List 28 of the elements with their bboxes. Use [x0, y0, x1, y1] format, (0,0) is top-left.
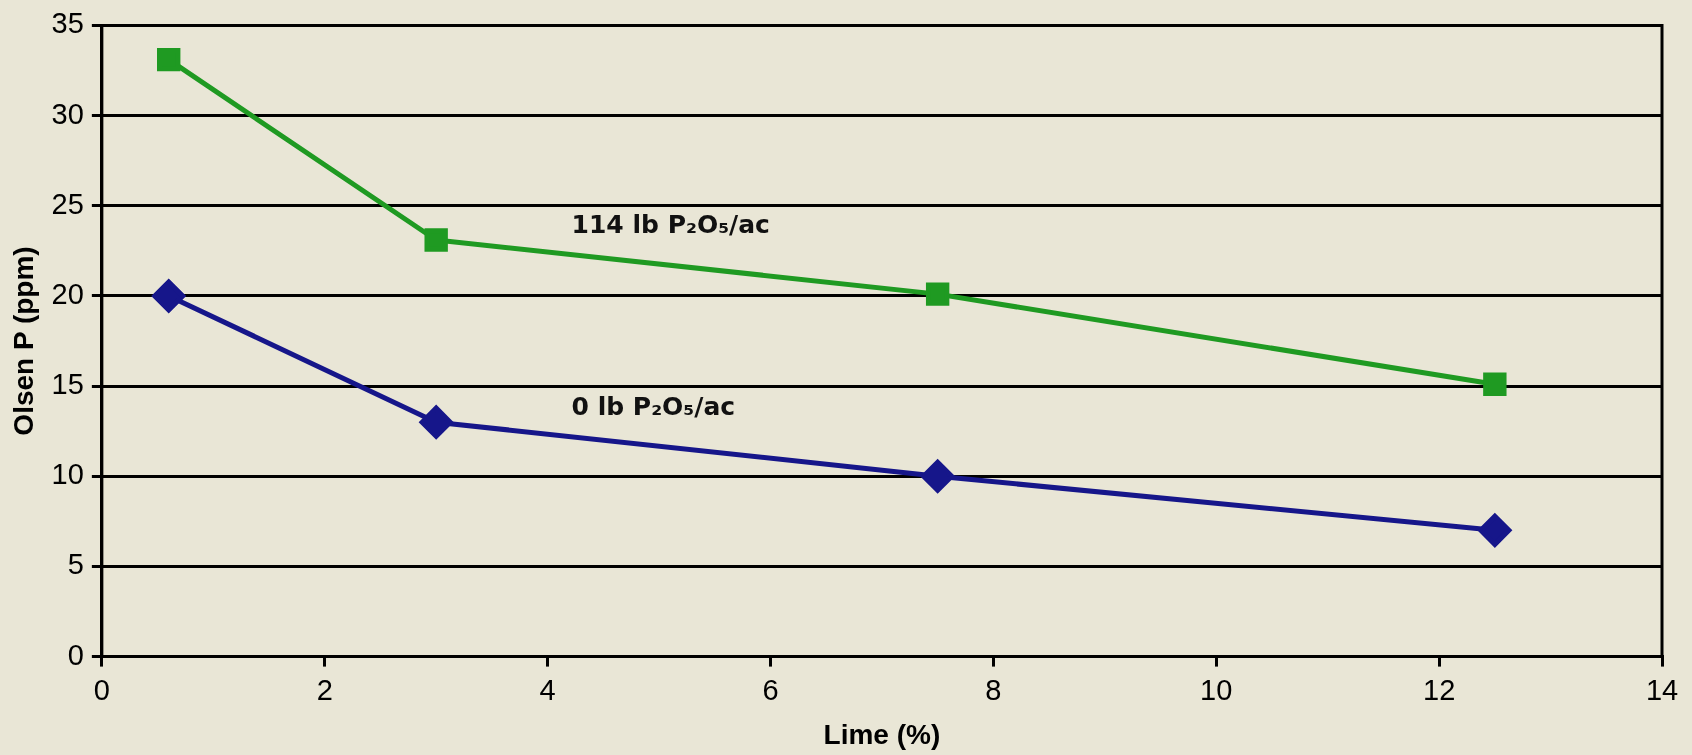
- y-tick-label: 0: [67, 638, 84, 671]
- y-tick-label: 5: [67, 548, 84, 581]
- y-tick-label: 30: [51, 97, 84, 130]
- series-label: 114 lb P₂O₅/ac: [571, 209, 770, 239]
- point: [152, 279, 186, 313]
- y-axis-title: Olsen P (ppm): [7, 246, 39, 436]
- point: [925, 282, 950, 306]
- x-tick-label: 0: [93, 674, 110, 706]
- y-tick-label: 20: [51, 277, 84, 310]
- point: [157, 47, 181, 72]
- x-tick-label: 12: [1422, 674, 1456, 706]
- point: [424, 228, 448, 252]
- x-tick-label: 8: [985, 674, 1002, 706]
- point: [419, 405, 453, 439]
- x-tick-label: 2: [316, 674, 333, 706]
- x-tick-label: 4: [539, 674, 556, 706]
- x-tick-label: 6: [762, 674, 779, 706]
- point: [1483, 372, 1507, 396]
- series-label: 0 lb P₂O₅/ac: [571, 391, 736, 421]
- y-tick-label: 25: [51, 187, 84, 220]
- y-tick-label: 10: [51, 458, 84, 491]
- x-tick-label: 14: [1645, 674, 1679, 706]
- point: [1478, 513, 1512, 547]
- point: [921, 459, 955, 493]
- x-tick-label: 10: [1200, 674, 1233, 706]
- x-axis-title: Lime (%): [823, 718, 941, 750]
- y-tick-label: 35: [51, 7, 84, 40]
- y-tick-label: 15: [51, 368, 84, 401]
